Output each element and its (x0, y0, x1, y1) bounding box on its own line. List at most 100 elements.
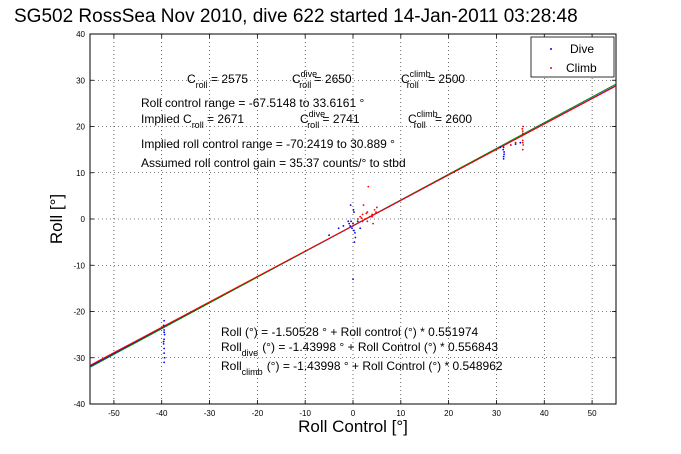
implied-c-roll-value: 2671 (217, 112, 244, 126)
dive-subscript: dive (242, 348, 259, 358)
fit-line (89, 85, 617, 366)
c-symbol: C (408, 112, 417, 126)
annotation-c-roll-dive: Cdive roll = 2650 (292, 69, 352, 90)
y-tick-label: -20 (73, 308, 85, 317)
c-roll-dive-value: 2650 (325, 72, 352, 86)
fit-lines (89, 83, 617, 368)
dive-point (502, 155, 505, 158)
dive-point (519, 141, 522, 144)
c-symbol: C (292, 72, 301, 86)
annotation-implied-c-roll: Implied Croll = 2671 (141, 112, 244, 130)
x-tick-label: 10 (396, 409, 405, 418)
dive-point (342, 225, 345, 227)
dive-point (348, 222, 351, 225)
roll-subscript: roll (414, 120, 426, 130)
dive-point (352, 222, 354, 225)
climb-point (521, 127, 524, 130)
legend-marker-climb (550, 67, 552, 69)
annotation-eq-roll-climb: Rollclimb (°) = -1.43998 ° + Roll Control… (221, 359, 503, 377)
dive-point (163, 329, 166, 331)
y-tick-label: -40 (73, 400, 85, 409)
eq-sign: = (208, 72, 222, 86)
x-tick-label: 0 (351, 409, 356, 418)
dive-point (502, 148, 505, 151)
dive-superscript: dive (309, 109, 326, 119)
dive-point (163, 356, 166, 359)
data-points (162, 125, 525, 364)
y-tick-label: -30 (73, 354, 85, 363)
dive-superscript: dive (301, 69, 318, 79)
y-tick-label: 20 (76, 123, 85, 132)
dive-point (353, 211, 355, 213)
chart-title: SG502 RossSea Nov 2010, dive 622 started… (14, 6, 578, 27)
climb-point (509, 144, 512, 146)
y-tick-label: 10 (76, 169, 85, 178)
roll-word: Roll (221, 340, 242, 354)
climb-point (360, 217, 363, 219)
dive-point (354, 231, 356, 234)
dive-point (328, 234, 330, 237)
dive-point (163, 338, 166, 341)
dive-point (502, 146, 505, 149)
climb-point (375, 211, 377, 213)
climb-point (521, 132, 524, 135)
dive-point (163, 333, 166, 336)
annotation-implied-c-roll-dive: Cdive roll = 2741 (300, 109, 360, 130)
roll-subscript: roll (299, 80, 311, 90)
climb-point (366, 220, 369, 223)
c-roll-climb-value: 2500 (438, 72, 465, 86)
annotation-eq-roll: Roll (°) = -1.50528 ° + Roll control (°)… (221, 325, 479, 339)
x-tick-label: -30 (204, 409, 216, 418)
climb-point (521, 141, 524, 144)
c-symbol: C (401, 72, 410, 86)
annotation-implied-range: Implied roll control range = -70.2419 to… (141, 137, 395, 151)
dive-point (503, 151, 506, 153)
dive-point (349, 204, 352, 207)
x-tick-label: -40 (156, 409, 168, 418)
legend-marker-dive (550, 48, 552, 50)
climb-point (371, 215, 374, 218)
climb-point (361, 213, 364, 216)
dive-point (353, 229, 355, 232)
eq-sign: = (311, 72, 325, 86)
grid (90, 33, 616, 405)
annotation-control-range: Roll control range = -67.5148 to 33.6161… (141, 96, 364, 110)
x-axis-label: Roll Control [°] (298, 417, 408, 436)
dive-point (353, 241, 356, 244)
dive-point (351, 227, 353, 230)
dive-point (337, 227, 340, 230)
dive-point (163, 331, 166, 334)
implied-prefix: Implied C (141, 112, 192, 126)
x-tick-label: 40 (540, 409, 549, 418)
climb-point (376, 206, 378, 209)
climb-point (364, 218, 366, 220)
x-tick-labels: -50 -40 -30 -20 -10 0 10 20 30 40 50 (108, 409, 597, 418)
climb-superscript: climb (410, 69, 431, 79)
annotation-eq-roll-dive: Rolldive (°) = -1.43998 ° + Roll Control … (221, 340, 498, 358)
x-tick-label: 30 (492, 409, 501, 418)
dive-point (352, 278, 354, 281)
climb-point (367, 185, 370, 188)
climb-subscript: climb (242, 367, 263, 377)
dive-point (349, 225, 352, 227)
climb-point (371, 213, 374, 216)
dive-point (163, 361, 166, 364)
x-tick-label: 20 (444, 409, 453, 418)
dive-point (162, 340, 165, 343)
climb-point (521, 139, 524, 142)
climb-point (365, 212, 368, 215)
x-tick-label: 50 (588, 409, 597, 418)
dive-point (352, 208, 355, 211)
y-tick-label: 40 (76, 30, 85, 39)
climb-point (521, 134, 524, 137)
dive-point (356, 220, 359, 223)
roll-subscript: roll (192, 120, 204, 130)
legend: Dive Climb (530, 36, 615, 78)
eq-dive-rest: (°) = -1.43998 ° + Roll Control (°) * 0.… (262, 340, 498, 354)
implied-c-roll-climb-value: 2600 (445, 112, 472, 126)
dive-point (502, 157, 505, 160)
c-symbol: C (187, 72, 196, 86)
roll-subscript: roll (196, 80, 208, 90)
dive-point (162, 342, 165, 345)
